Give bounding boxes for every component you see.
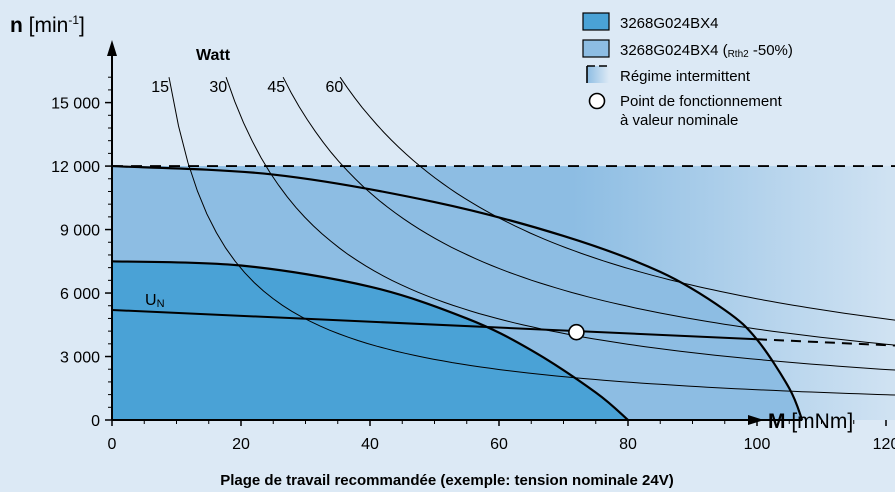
- y-tick-label: 0: [91, 413, 100, 430]
- legend-swatch-rth2: [582, 39, 610, 58]
- power-unit-label: Watt: [196, 47, 231, 64]
- y-tick-label: 9 000: [60, 223, 100, 240]
- legend-label-point: Point de fonctionnement: [620, 93, 783, 110]
- x-axis-arrow: [748, 415, 764, 425]
- power-label-45: 45: [267, 79, 285, 96]
- x-tick-label: 100: [744, 436, 771, 453]
- x-tick-label: 120: [873, 436, 895, 453]
- legend-label-rth2: 3268G024BX4 (Rth2 -50%): [620, 42, 793, 60]
- x-tick-label: 40: [361, 436, 379, 453]
- nominal-voltage-line: [111, 308, 758, 341]
- y-axis-arrow: [107, 40, 117, 56]
- legend-swatch-continuous: [582, 12, 610, 31]
- y-tick-label: 12 000: [51, 159, 100, 176]
- operating-point: [568, 323, 585, 341]
- x-tick-label: 0: [108, 436, 117, 453]
- x-axis-title: M [mNm]: [768, 410, 853, 433]
- rth2-boundary-curve: [111, 164, 804, 421]
- y-tick-label: 3 000: [60, 350, 100, 367]
- power-curve-60w: [339, 76, 895, 321]
- legend-label-continuous: 3268G024BX4: [620, 15, 718, 32]
- legend-label-point-line2: à valeur nominale: [620, 112, 738, 129]
- y-tick-label: 15 000: [51, 96, 100, 113]
- power-label-60: 60: [326, 79, 344, 96]
- chart-caption: Plage de travail recommandée (exemple: t…: [220, 472, 674, 489]
- power-curve-15w: [168, 77, 895, 396]
- legend-point-marker: [588, 92, 606, 110]
- legend-swatch-intermittent: [587, 66, 609, 83]
- x-tick-label: 20: [232, 436, 250, 453]
- power-curve-45w: [282, 76, 895, 346]
- legend-label-intermittent: Régime intermittent: [620, 68, 751, 85]
- x-tick-label: 80: [619, 436, 637, 453]
- continuous-boundary-curve: [111, 260, 629, 421]
- continuous-area: [112, 261, 628, 420]
- y-tick-label: 6 000: [60, 286, 100, 303]
- power-label-30: 30: [209, 79, 227, 96]
- power-label-15: 15: [151, 79, 169, 96]
- y-axis-title: n [min-1]: [10, 13, 85, 37]
- x-tick-label: 60: [490, 436, 508, 453]
